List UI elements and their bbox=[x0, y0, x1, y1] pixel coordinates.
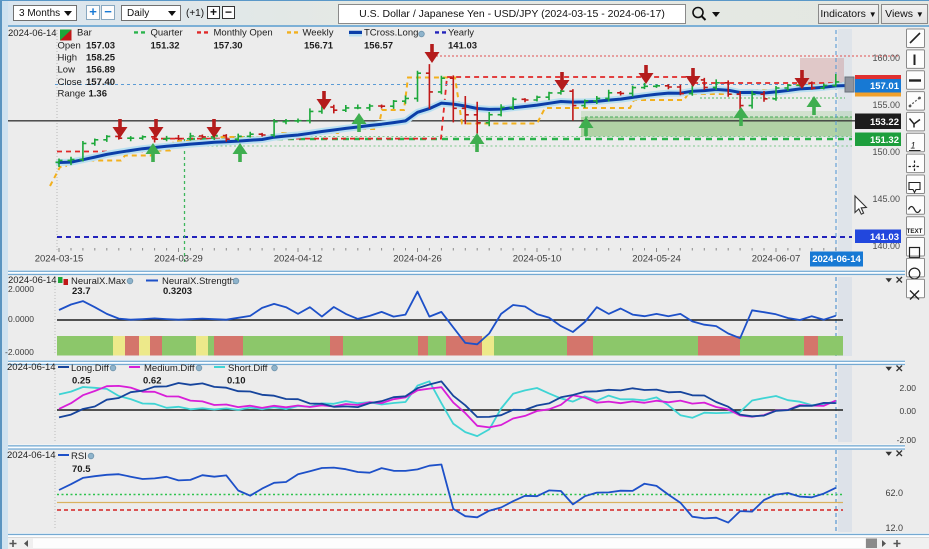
svg-text:156.57: 156.57 bbox=[364, 40, 393, 51]
svg-text:Range: Range bbox=[58, 89, 86, 100]
svg-text:156.71: 156.71 bbox=[304, 40, 334, 51]
svg-text:141.03: 141.03 bbox=[870, 232, 899, 243]
svg-text:151.32: 151.32 bbox=[870, 135, 899, 146]
svg-text:141.03: 141.03 bbox=[448, 40, 477, 51]
svg-text:-2.0000: -2.0000 bbox=[5, 347, 34, 357]
svg-text:70.5: 70.5 bbox=[72, 464, 91, 475]
svg-text:TEXT: TEXT bbox=[907, 228, 923, 235]
svg-text:62.0: 62.0 bbox=[885, 488, 903, 498]
svg-text:157.30: 157.30 bbox=[214, 40, 243, 51]
svg-text:Yearly: Yearly bbox=[448, 28, 474, 39]
svg-text:1: 1 bbox=[910, 141, 915, 151]
svg-text:-2.00: -2.00 bbox=[897, 435, 917, 445]
svg-text:TCross.Long: TCross.Long bbox=[364, 28, 418, 39]
svg-text:2024-06-07: 2024-06-07 bbox=[752, 254, 801, 265]
svg-text:160.00: 160.00 bbox=[872, 53, 900, 63]
svg-text:157.01: 157.01 bbox=[870, 81, 900, 92]
svg-text:Monthly Open: Monthly Open bbox=[214, 28, 273, 39]
svg-text:Close: Close bbox=[58, 77, 82, 88]
svg-text:0.10: 0.10 bbox=[227, 376, 246, 387]
svg-text:RSI: RSI bbox=[71, 451, 87, 462]
svg-text:Low: Low bbox=[58, 65, 76, 76]
svg-text:2024-03-29: 2024-03-29 bbox=[154, 254, 203, 265]
svg-text:2024-04-12: 2024-04-12 bbox=[274, 254, 323, 265]
svg-text:157.40: 157.40 bbox=[86, 77, 115, 88]
svg-text:12.0: 12.0 bbox=[885, 523, 903, 533]
svg-text:Medium.Diff: Medium.Diff bbox=[144, 363, 195, 374]
svg-text:2024-06-14: 2024-06-14 bbox=[7, 362, 56, 373]
svg-text:158.25: 158.25 bbox=[86, 53, 116, 64]
svg-text:0.3203: 0.3203 bbox=[163, 286, 192, 297]
svg-text:2024-05-24: 2024-05-24 bbox=[632, 254, 681, 265]
svg-text:0.00: 0.00 bbox=[899, 406, 916, 416]
svg-text:151.32: 151.32 bbox=[151, 40, 180, 51]
svg-text:0.62: 0.62 bbox=[143, 376, 162, 387]
svg-text:1.36: 1.36 bbox=[89, 89, 108, 100]
svg-text:0.25: 0.25 bbox=[72, 376, 91, 387]
svg-text:155.00: 155.00 bbox=[872, 100, 900, 110]
svg-text:157.03: 157.03 bbox=[86, 40, 115, 51]
svg-text:2024-03-15: 2024-03-15 bbox=[35, 254, 84, 265]
svg-text:Short.Diff: Short.Diff bbox=[228, 363, 268, 374]
svg-text:NeuralX.Max: NeuralX.Max bbox=[71, 276, 126, 287]
svg-text:High: High bbox=[58, 53, 78, 64]
svg-text:156.89: 156.89 bbox=[86, 65, 115, 76]
svg-text:23.7: 23.7 bbox=[72, 286, 91, 297]
svg-text:NeuralX.Strength: NeuralX.Strength bbox=[162, 276, 235, 287]
svg-text:153.22: 153.22 bbox=[870, 117, 899, 128]
svg-text:145.00: 145.00 bbox=[872, 194, 900, 204]
svg-text:Weekly: Weekly bbox=[303, 28, 334, 39]
svg-text:Bar: Bar bbox=[77, 28, 92, 39]
svg-text:140.00: 140.00 bbox=[872, 241, 900, 251]
svg-text:2024-06-14: 2024-06-14 bbox=[8, 275, 57, 286]
svg-text:2.0000: 2.0000 bbox=[8, 284, 34, 294]
svg-text:0.0000: 0.0000 bbox=[8, 314, 34, 324]
svg-text:2024-06-14: 2024-06-14 bbox=[8, 28, 57, 39]
svg-text:150.00: 150.00 bbox=[872, 147, 900, 157]
svg-text:Long.Diff: Long.Diff bbox=[71, 363, 109, 374]
svg-text:Quarter: Quarter bbox=[151, 28, 183, 39]
svg-text:Open: Open bbox=[58, 40, 81, 51]
svg-text:2024-06-14: 2024-06-14 bbox=[812, 254, 861, 265]
svg-text:2.00: 2.00 bbox=[899, 383, 916, 393]
svg-text:2024-04-26: 2024-04-26 bbox=[393, 254, 442, 265]
svg-text:2024-06-14: 2024-06-14 bbox=[7, 450, 56, 461]
svg-text:2024-05-10: 2024-05-10 bbox=[513, 254, 562, 265]
